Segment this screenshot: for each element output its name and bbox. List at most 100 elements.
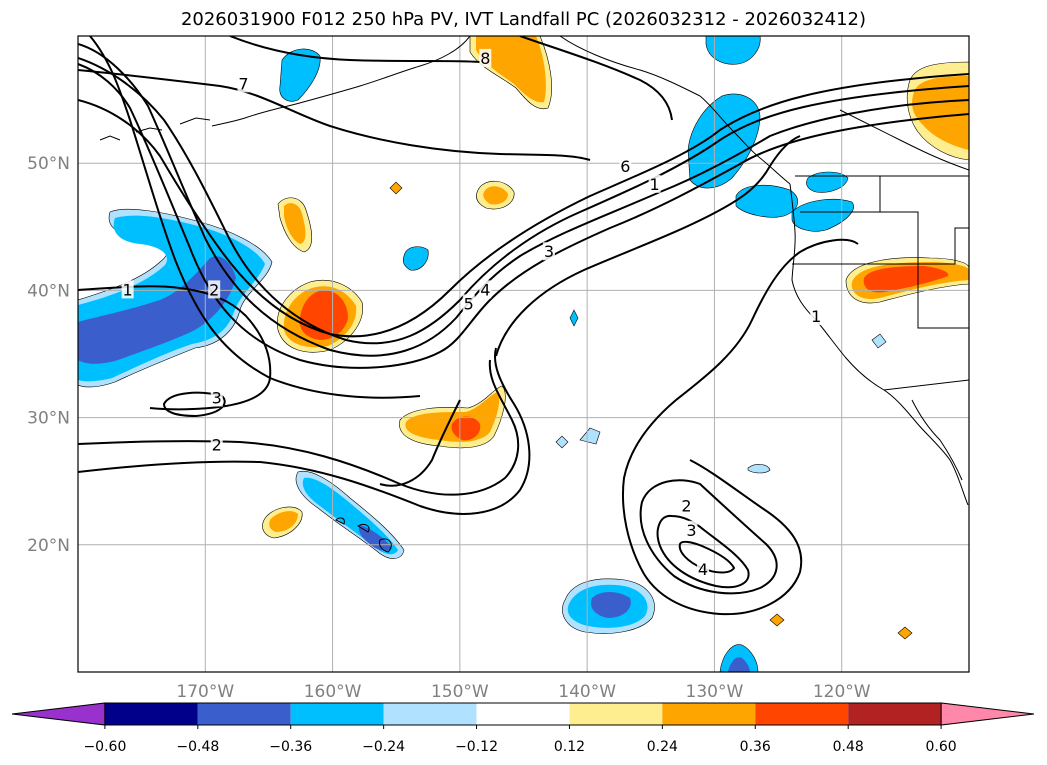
colorbar-segment <box>197 703 291 725</box>
lon-tick-label: 170°W <box>176 682 234 702</box>
contour-1-west-lower <box>78 347 531 515</box>
neg-anomaly-bc <box>735 184 798 218</box>
pos-anomaly-gulf-core <box>483 186 508 205</box>
map-title: 2026031900 F012 250 hPa PV, IVT Landfall… <box>180 9 867 30</box>
contour-label-bg <box>210 388 223 407</box>
colorbar-tick-label: −0.24 <box>362 739 405 755</box>
lon-tick-label: 160°W <box>304 682 362 702</box>
contour-label: 8 <box>480 49 490 68</box>
lat-tick-label: 50°N <box>27 154 70 174</box>
contour-label-bg <box>680 496 693 515</box>
contour-1-west <box>78 285 272 411</box>
border-canada-inner <box>839 109 969 171</box>
contour-label-bg <box>479 280 492 299</box>
contour-3-east <box>656 514 750 589</box>
contour-7 <box>78 69 591 161</box>
contour-label-bg <box>696 560 709 579</box>
contour-2-west <box>78 359 520 496</box>
pos-anomaly-aleutian-core <box>284 203 306 244</box>
contour-label: 7 <box>238 74 248 93</box>
neg-anomaly-west-core <box>78 256 236 364</box>
contour-label-bg <box>462 294 475 313</box>
contour-label-bg <box>121 280 134 299</box>
border-us-mx <box>883 379 969 391</box>
pos-anomaly-canada-core <box>912 76 969 150</box>
colorbar-tick-label: 0.12 <box>554 739 585 755</box>
contour-label: 4 <box>698 560 708 579</box>
colorbar-tick-label: 0.24 <box>647 739 678 755</box>
island-aleutian-1 <box>99 135 121 141</box>
island-hawaii-2 <box>357 523 370 533</box>
colorbar-tick-label: 0.60 <box>926 739 957 755</box>
ivt-contours <box>78 36 969 616</box>
colorbar-tick-label: −0.60 <box>83 739 126 755</box>
colorbar-segment <box>662 703 756 725</box>
contour-label-bg <box>648 174 661 193</box>
contour-label-bg <box>479 48 492 67</box>
contour-1-east-2 <box>621 238 859 616</box>
coast-west-us <box>789 183 969 506</box>
neg-anomaly-alaska-east <box>705 36 761 65</box>
contour-label: 1 <box>123 280 133 299</box>
neg-dot-1 <box>569 309 579 327</box>
pos-anomaly-california-core <box>863 266 949 293</box>
island-hawaii-3 <box>379 538 392 553</box>
lat-tick-label: 40°N <box>27 281 70 301</box>
contour-2-east <box>639 479 778 595</box>
contour-label: 3 <box>544 242 554 261</box>
gridlines <box>78 36 969 672</box>
neg-dot-2 <box>555 435 569 449</box>
colorbar-segment <box>476 703 570 725</box>
contour-label: 2 <box>209 280 219 299</box>
neg-anomaly-small-1 <box>402 246 429 271</box>
colorbar-segment <box>104 703 198 725</box>
contour-4 <box>78 43 969 357</box>
colorbar-tick-label: −0.36 <box>269 739 312 755</box>
contour-label-bg <box>542 242 555 261</box>
contour-label-bg <box>210 435 223 454</box>
contour-label-bg <box>208 280 221 299</box>
contour-2-trough <box>379 399 461 487</box>
island-aleutian-3 <box>179 117 211 125</box>
contour-label: 4 <box>480 280 490 299</box>
border-ca-or <box>792 263 969 329</box>
contour-label-bg <box>619 157 632 176</box>
neg-dot-4 <box>871 333 887 349</box>
colorbar-segment <box>569 703 663 725</box>
colorbar-tick-label: −0.48 <box>176 739 219 755</box>
contour-label: 3 <box>686 521 696 540</box>
contour-label: 1 <box>650 175 660 194</box>
contour-2 <box>89 36 421 399</box>
neg-anomaly-oregon <box>791 198 854 232</box>
coast-alaska <box>211 36 471 127</box>
coastlines <box>99 36 969 553</box>
colorbar-tick-label: 0.36 <box>740 739 771 755</box>
contour-label: 5 <box>464 294 474 313</box>
contour-4-east <box>678 540 736 574</box>
colorbar-tick-label: −0.12 <box>455 739 498 755</box>
contour-label-bg <box>685 520 698 539</box>
contour-8 <box>229 36 481 63</box>
colorbar: −0.60 −0.48 −0.36 −0.24 −0.12 0.12 0.24 0.36 0.4… <box>11 702 1035 755</box>
neg-anomaly-bottom-core <box>728 657 750 672</box>
colorbar-extend-min <box>11 702 106 726</box>
neg-anomaly-wa <box>806 171 849 193</box>
colorbar-tick-label: 0.48 <box>833 739 864 755</box>
contour-3 <box>78 63 969 369</box>
border-idaho <box>880 211 919 264</box>
contour-label-bg <box>810 307 823 326</box>
contour-6 <box>78 73 969 338</box>
contour-label: 2 <box>212 436 222 455</box>
contour-label-bg <box>237 74 250 93</box>
pos-dot-2 <box>769 613 785 627</box>
neg-anomaly-small-2 <box>747 464 771 474</box>
latitude-labels: 20°N 30°N 40°N 50°N <box>27 154 70 556</box>
lon-tick-label: 150°W <box>431 682 489 702</box>
pos-dot-3 <box>897 626 913 640</box>
colorbar-segment <box>383 703 477 725</box>
lon-tick-label: 120°W <box>813 682 871 702</box>
contour-label: 1 <box>811 307 821 326</box>
longitude-labels: 170°W 160°W 150°W 140°W 130°W 120°W <box>176 682 870 702</box>
